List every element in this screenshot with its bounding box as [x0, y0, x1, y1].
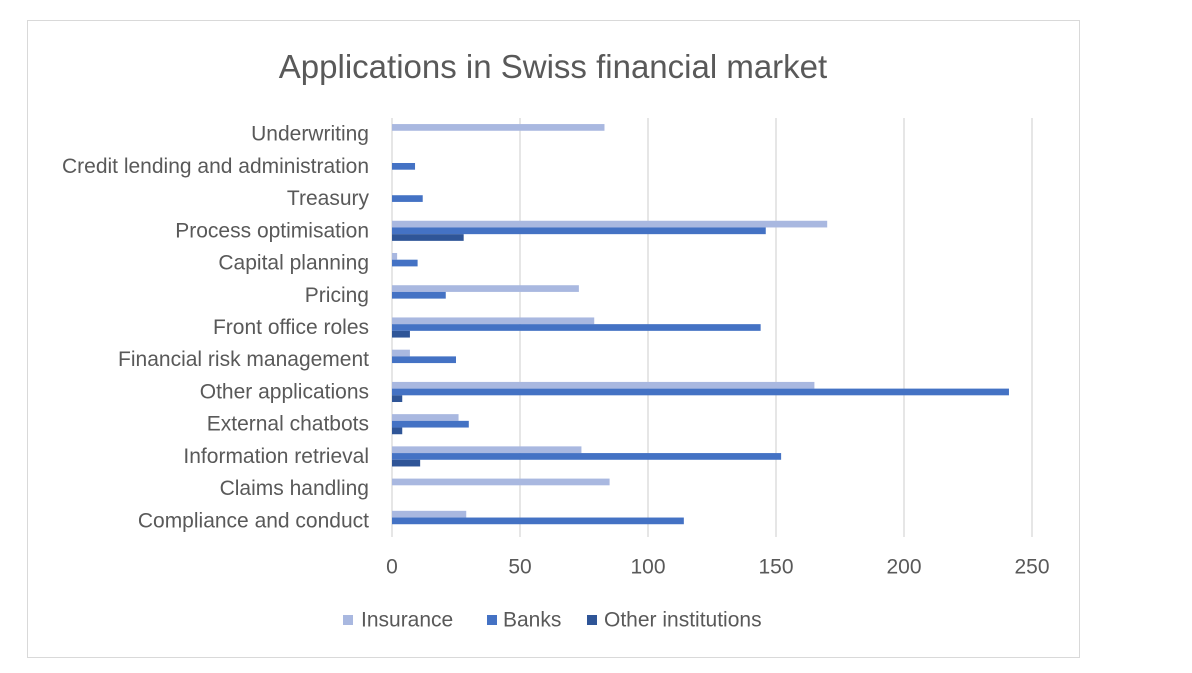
x-tick-label-100: 100: [630, 556, 665, 579]
bars: [392, 124, 1009, 525]
bar-other-institutions-other-applications: [392, 395, 403, 403]
bar-banks-front-office-roles: [392, 324, 761, 331]
bar-other-institutions-process-optimisation: [392, 234, 464, 241]
category-label-front-office-roles: Front office roles: [213, 316, 369, 339]
category-axis-labels: Underwriting Credit lending and administr…: [62, 123, 370, 533]
legend-label-insurance: Insurance: [361, 609, 453, 632]
category-label-external-chatbots: External chatbots: [207, 413, 369, 436]
bar-insurance-process-optimisation: [392, 220, 828, 228]
bar-insurance-other-applications: [392, 381, 815, 389]
legend-swatch-insurance: [343, 615, 353, 625]
legend-item-banks: Banks: [487, 609, 561, 632]
category-label-process-optimisation: Process optimisation: [175, 219, 369, 242]
legend-swatch-banks: [487, 615, 497, 625]
x-tick-label-0: 0: [386, 556, 398, 579]
chart-frame: [27, 20, 1080, 658]
bar-other-institutions-information-retrieval: [392, 459, 421, 467]
bar-banks-credit-lending-and-administration: [392, 162, 416, 170]
category-label-underwriting: Underwriting: [251, 123, 369, 146]
category-label-compliance-and-conduct: Compliance and conduct: [138, 509, 369, 532]
bar-insurance-compliance-and-conduct: [392, 510, 467, 518]
bar-insurance-capital-planning: [392, 252, 398, 260]
x-tick-label-200: 200: [886, 556, 921, 579]
bar-insurance-front-office-roles: [392, 317, 595, 325]
value-axis-labels: 0 50 100 150 200 250: [386, 556, 1049, 579]
bar-banks-treasury: [392, 195, 423, 202]
category-label-information-retrieval: Information retrieval: [183, 445, 369, 468]
bar-banks-capital-planning: [392, 259, 418, 267]
bar-banks-pricing: [392, 291, 446, 299]
bar-insurance-financial-risk-management: [392, 349, 410, 357]
legend: Insurance Banks Other institutions: [343, 609, 762, 632]
bar-insurance-claims-handling: [392, 478, 610, 486]
bar-banks-process-optimisation: [392, 227, 766, 235]
bar-insurance-external-chatbots: [392, 414, 459, 421]
legend-swatch-other-institutions: [587, 615, 597, 625]
bar-banks-external-chatbots: [392, 420, 469, 428]
bar-banks-information-retrieval: [392, 453, 782, 460]
bar-other-institutions-external-chatbots: [392, 427, 403, 435]
category-label-other-applications: Other applications: [200, 380, 369, 403]
legend-label-banks: Banks: [503, 609, 561, 632]
x-tick-label-50: 50: [508, 556, 531, 579]
bar-banks-other-applications: [392, 388, 1009, 396]
bar-banks-financial-risk-management: [392, 356, 456, 364]
bar-other-institutions-front-office-roles: [392, 330, 410, 338]
x-tick-label-150: 150: [758, 556, 793, 579]
bar-banks-compliance-and-conduct: [392, 517, 684, 525]
legend-label-other-institutions: Other institutions: [604, 609, 762, 632]
x-tick-label-250: 250: [1014, 556, 1049, 579]
chart-title: Applications in Swiss financial market: [279, 48, 827, 85]
bar-insurance-information-retrieval: [392, 446, 582, 454]
category-label-capital-planning: Capital planning: [218, 252, 369, 275]
category-label-claims-handling: Claims handling: [220, 477, 369, 500]
legend-item-other-institutions: Other institutions: [587, 609, 762, 632]
legend-item-insurance: Insurance: [343, 609, 453, 632]
category-label-treasury: Treasury: [287, 187, 370, 210]
bar-insurance-underwriting: [392, 124, 605, 131]
bar-insurance-pricing: [392, 285, 579, 292]
category-label-pricing: Pricing: [305, 284, 369, 307]
category-label-financial-risk-management: Financial risk management: [118, 348, 369, 371]
category-label-credit-lending-and-administration: Credit lending and administration: [62, 155, 369, 178]
